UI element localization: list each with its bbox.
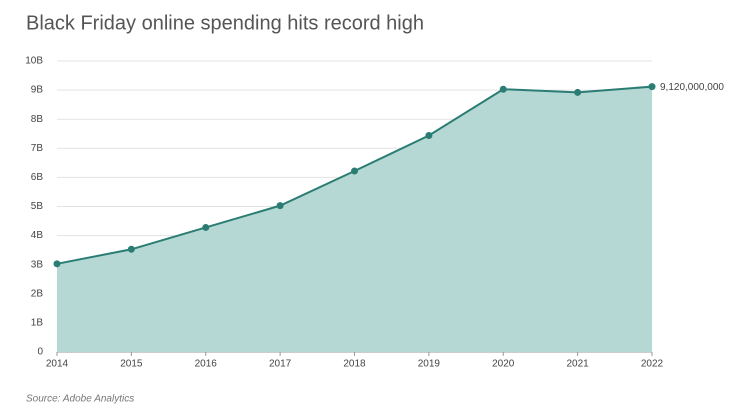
- x-tick-label: 2022: [641, 359, 664, 370]
- y-tick-label: 0: [37, 347, 43, 358]
- point: [351, 167, 358, 175]
- area: [57, 86, 652, 352]
- y-tick-label: 4B: [31, 230, 44, 241]
- x-tick-label: 2015: [120, 359, 143, 370]
- x-tick-label: 2016: [195, 359, 218, 370]
- y-tick-label: 7B: [31, 143, 44, 154]
- x-tick-label: 2020: [492, 359, 515, 370]
- point: [425, 131, 433, 139]
- point: [53, 260, 61, 268]
- y-tick-label: 2B: [31, 288, 44, 299]
- point: [574, 88, 582, 96]
- x-tick-label: 2019: [418, 359, 441, 370]
- point: [499, 85, 507, 93]
- chart-title: Black Friday online spending hits record…: [26, 12, 424, 34]
- y-tick-label: 1B: [31, 318, 44, 329]
- x-tick-label: 2018: [343, 359, 366, 370]
- x-tick-label: 2021: [567, 359, 590, 370]
- y-tick-label: 6B: [31, 172, 44, 183]
- point: [276, 202, 284, 210]
- point: [127, 245, 135, 253]
- y-tick-label: 8B: [31, 114, 44, 125]
- source: Source: Adobe Analytics: [26, 394, 134, 405]
- y-tick-label: 5B: [31, 201, 44, 212]
- y-tick-label: 9B: [31, 85, 44, 96]
- value-label: 9,120,000,000: [660, 82, 724, 93]
- x-tick-label: 2017: [269, 359, 292, 370]
- y-tick-label: 10B: [25, 56, 43, 67]
- y-tick-label: 3B: [31, 259, 44, 270]
- point: [648, 83, 656, 91]
- point: [202, 223, 210, 231]
- x-tick-label: 2014: [46, 359, 69, 370]
